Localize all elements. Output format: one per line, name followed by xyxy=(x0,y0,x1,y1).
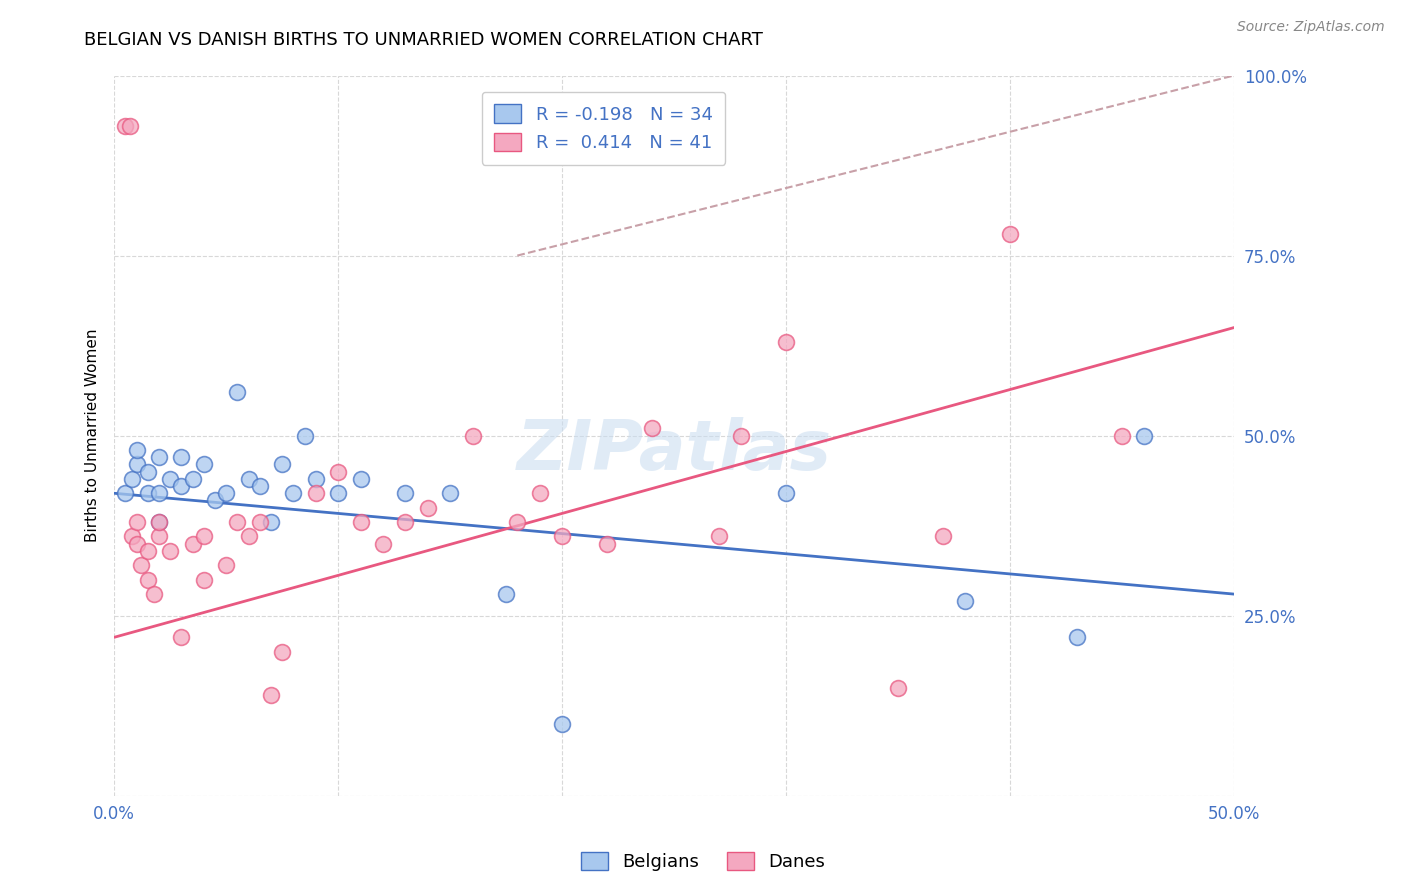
Point xyxy=(159,472,181,486)
Point xyxy=(596,537,619,551)
Point xyxy=(238,529,260,543)
Point xyxy=(118,119,141,133)
Point xyxy=(148,515,170,529)
Point xyxy=(495,587,517,601)
Point xyxy=(238,472,260,486)
Point xyxy=(260,515,283,529)
Point xyxy=(136,573,159,587)
Point xyxy=(271,458,294,472)
Point xyxy=(204,493,226,508)
Point xyxy=(125,458,148,472)
Point xyxy=(249,479,271,493)
Point xyxy=(998,227,1021,241)
Point xyxy=(1066,630,1088,644)
Point xyxy=(326,465,349,479)
Point xyxy=(136,544,159,558)
Point xyxy=(283,486,305,500)
Text: ZIPatlas: ZIPatlas xyxy=(516,417,831,483)
Point xyxy=(159,544,181,558)
Point xyxy=(349,472,371,486)
Point xyxy=(121,529,143,543)
Point xyxy=(730,428,752,442)
Point xyxy=(249,515,271,529)
Point xyxy=(775,334,797,349)
Point xyxy=(394,515,416,529)
Point xyxy=(148,515,170,529)
Point xyxy=(226,515,249,529)
Point xyxy=(394,486,416,500)
Legend: Belgians, Danes: Belgians, Danes xyxy=(574,845,832,879)
Point xyxy=(148,486,170,500)
Point xyxy=(136,465,159,479)
Point xyxy=(193,573,215,587)
Point xyxy=(271,645,294,659)
Point xyxy=(1133,428,1156,442)
Point xyxy=(143,587,166,601)
Text: BELGIAN VS DANISH BIRTHS TO UNMARRIED WOMEN CORRELATION CHART: BELGIAN VS DANISH BIRTHS TO UNMARRIED WO… xyxy=(84,31,763,49)
Point xyxy=(125,537,148,551)
Y-axis label: Births to Unmarried Women: Births to Unmarried Women xyxy=(86,329,100,542)
Point xyxy=(129,558,152,573)
Point xyxy=(121,472,143,486)
Point xyxy=(775,486,797,500)
Text: Source: ZipAtlas.com: Source: ZipAtlas.com xyxy=(1237,20,1385,34)
Point xyxy=(114,119,136,133)
Point xyxy=(260,688,283,702)
Point xyxy=(371,537,394,551)
Point xyxy=(640,421,662,435)
Point xyxy=(953,594,976,608)
Point xyxy=(193,458,215,472)
Point xyxy=(506,515,529,529)
Point xyxy=(226,385,249,400)
Point xyxy=(707,529,730,543)
Point xyxy=(170,450,193,465)
Point xyxy=(125,515,148,529)
Point xyxy=(416,500,439,515)
Point xyxy=(148,529,170,543)
Point xyxy=(551,716,574,731)
Point xyxy=(349,515,371,529)
Point xyxy=(215,486,238,500)
Point xyxy=(461,428,484,442)
Point xyxy=(326,486,349,500)
Point xyxy=(305,486,328,500)
Point xyxy=(170,630,193,644)
Point xyxy=(305,472,328,486)
Point xyxy=(551,529,574,543)
Point xyxy=(170,479,193,493)
Point xyxy=(439,486,461,500)
Point xyxy=(125,443,148,458)
Point xyxy=(181,472,204,486)
Legend: R = -0.198   N = 34, R =  0.414   N = 41: R = -0.198 N = 34, R = 0.414 N = 41 xyxy=(481,92,725,165)
Point xyxy=(1111,428,1133,442)
Point xyxy=(136,486,159,500)
Point xyxy=(529,486,551,500)
Point xyxy=(294,428,316,442)
Point xyxy=(148,450,170,465)
Point xyxy=(114,486,136,500)
Point xyxy=(215,558,238,573)
Point xyxy=(181,537,204,551)
Point xyxy=(887,681,910,695)
Point xyxy=(932,529,955,543)
Point xyxy=(193,529,215,543)
